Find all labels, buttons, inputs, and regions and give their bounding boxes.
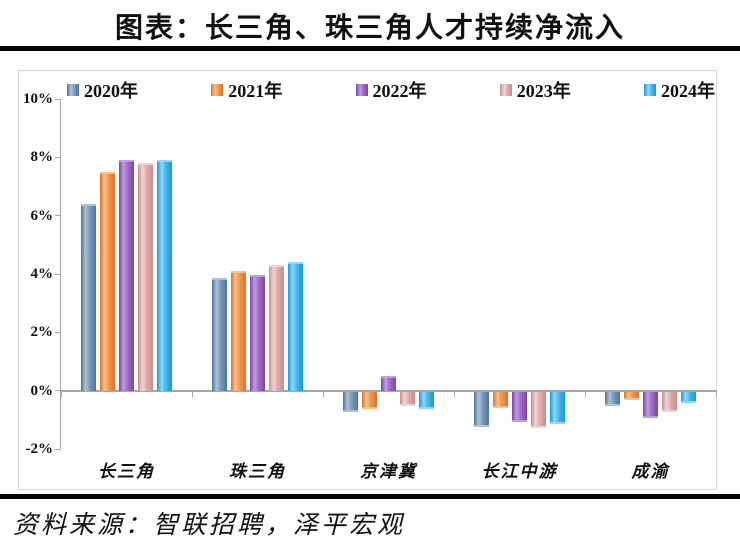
y-tick-label: 0% <box>30 382 54 399</box>
top-rule <box>0 46 740 51</box>
bar-2022年-成渝 <box>643 391 658 418</box>
bar-2024年-长三角 <box>157 160 172 391</box>
y-tick <box>55 215 61 217</box>
plot-area: 10% 8% 6% 4% 2% 0% -2% 长三角 珠三角 京津冀 长江中游 成渝 <box>19 71 718 491</box>
bar-2023年-珠三角 <box>269 265 284 391</box>
bar-2024年-京津冀 <box>419 391 434 410</box>
legend: 2020年 2021年 2022年 2023年 2024年 <box>67 77 715 103</box>
legend-label: 2024年 <box>661 81 715 101</box>
bar-2020年-长三角 <box>81 204 96 391</box>
bar-2020年-成渝 <box>605 391 620 407</box>
source-note: 资料来源：智联招聘，泽平宏观 <box>13 512 406 539</box>
legend-swatch-icon <box>355 84 368 96</box>
legend-swatch-icon <box>499 84 512 96</box>
bar-2020年-珠三角 <box>212 278 227 391</box>
bar-2021年-京津冀 <box>362 391 377 410</box>
y-tick <box>55 273 61 275</box>
y-tick-label: 6% <box>30 207 54 224</box>
y-tick <box>55 390 61 392</box>
bar-2024年-珠三角 <box>288 262 303 391</box>
x-axis-line <box>61 389 716 392</box>
bar-2021年-成渝 <box>624 391 639 401</box>
legend-item-2024年: 2024年 <box>644 77 715 103</box>
x-tick <box>191 390 193 397</box>
x-tick <box>60 390 62 397</box>
legend-item-2020年: 2020年 <box>67 77 138 103</box>
bar-2022年-珠三角 <box>250 275 265 391</box>
bottom-rule <box>0 494 740 499</box>
chart-area: 10% 8% 6% 4% 2% 0% -2% 长三角 珠三角 京津冀 长江中游 成渝 2020年 202… <box>18 70 717 490</box>
chart-title: 图表：长三角、珠三角人才持续净流入 <box>114 13 625 44</box>
y-tick-label: 10% <box>23 91 53 107</box>
bar-2023年-成渝 <box>662 391 677 413</box>
y-tick-label: 2% <box>30 324 54 341</box>
y-tick-label: -2% <box>25 441 54 457</box>
category-label-珠三角: 珠三角 <box>229 462 286 481</box>
bar-2023年-长三角 <box>138 163 153 391</box>
x-tick <box>453 390 455 397</box>
bar-2021年-珠三角 <box>231 271 246 391</box>
legend-swatch-icon <box>644 84 656 96</box>
bar-2021年-长三角 <box>100 171 115 391</box>
x-tick <box>322 390 324 397</box>
legend-item-2022年: 2022年 <box>355 77 427 103</box>
y-tick <box>55 448 61 450</box>
legend-swatch-icon <box>67 84 79 96</box>
y-tick <box>55 331 61 333</box>
category-label-长江中游: 长江中游 <box>481 462 558 481</box>
bar-2024年-长江中游 <box>550 391 565 424</box>
x-tick <box>584 390 586 397</box>
bar-2024年-成渝 <box>681 391 696 404</box>
bar-2023年-京津冀 <box>400 391 415 407</box>
legend-swatch-icon <box>211 84 224 96</box>
legend-label: 2020年 <box>84 81 138 101</box>
y-tick <box>55 156 61 158</box>
legend-item-2023年: 2023年 <box>499 77 571 103</box>
category-label-成渝: 成渝 <box>631 462 670 481</box>
legend-item-2021年: 2021年 <box>211 77 282 103</box>
bar-2022年-京津冀 <box>381 376 396 391</box>
bar-2020年-京津冀 <box>343 391 358 413</box>
bar-2020年-长江中游 <box>474 391 489 427</box>
y-tick <box>55 98 61 100</box>
y-tick-label: 8% <box>30 149 54 166</box>
legend-label: 2023年 <box>516 81 571 101</box>
bar-2021年-长江中游 <box>493 391 508 408</box>
bar-2022年-长江中游 <box>512 391 527 423</box>
bar-2023年-长江中游 <box>531 391 546 429</box>
category-label-长三角: 长三角 <box>98 462 155 481</box>
y-tick-label: 4% <box>30 266 54 282</box>
legend-label: 2021年 <box>228 81 283 101</box>
bar-2022年-长三角 <box>119 160 134 391</box>
x-tick <box>715 390 717 397</box>
legend-label: 2022年 <box>372 81 427 101</box>
category-label-京津冀: 京津冀 <box>360 462 417 481</box>
